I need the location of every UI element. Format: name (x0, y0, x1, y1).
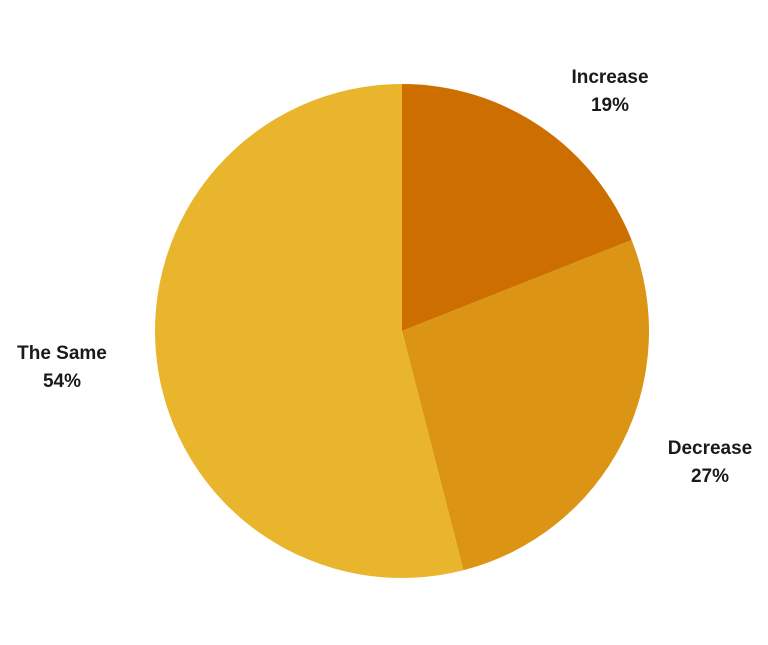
pie-slice-decrease (402, 240, 649, 571)
pie-slices (155, 84, 649, 578)
slice-label-increase: Increase (571, 67, 648, 88)
slice-label-the-same: The Same (17, 343, 107, 364)
slice-value-decrease: 27% (691, 466, 729, 487)
pie-slice-increase (402, 84, 632, 331)
slice-labels: Increase 19% Decrease 27% The Same 54% (17, 67, 752, 487)
slice-value-the-same: 54% (43, 371, 81, 392)
slice-label-decrease: Decrease (668, 438, 753, 459)
slice-value-increase: 19% (591, 95, 629, 116)
pie-slice-the-same (155, 84, 464, 578)
